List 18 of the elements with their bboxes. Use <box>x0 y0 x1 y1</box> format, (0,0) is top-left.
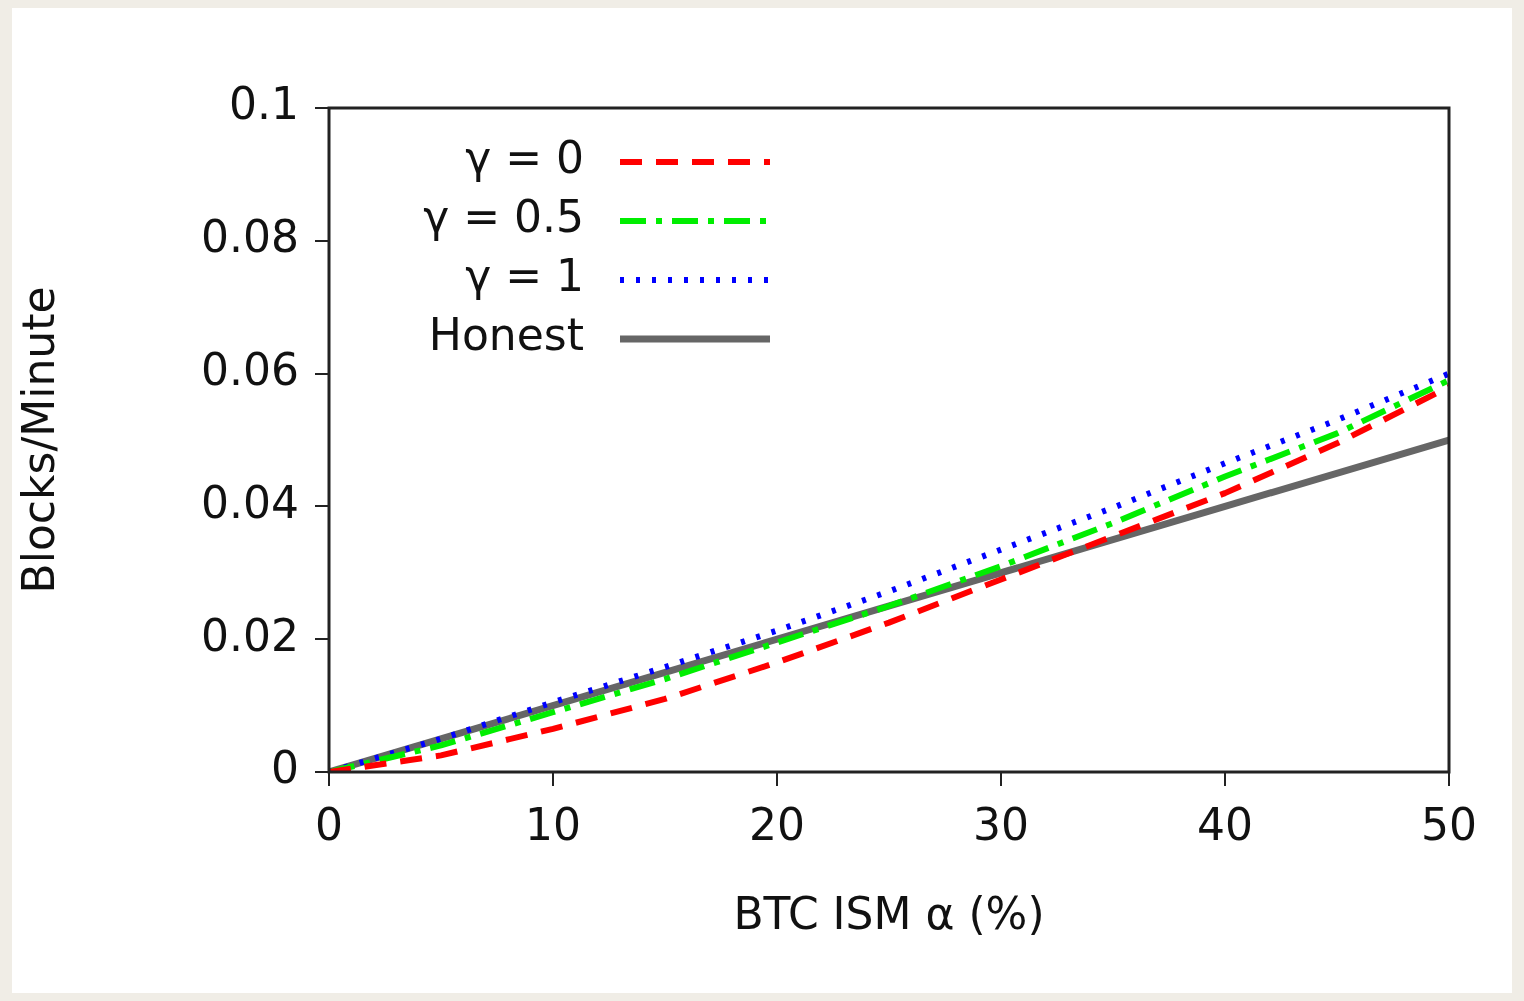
legend-label: Honest <box>428 309 584 361</box>
y-tick-label: 0 <box>271 742 299 794</box>
y-tick-label: 0.08 <box>201 211 299 263</box>
y-tick-label: 0.06 <box>201 344 299 396</box>
y-tick-label: 0.04 <box>201 476 299 528</box>
x-tick-label: 10 <box>525 798 581 850</box>
x-tick-label: 50 <box>1421 798 1477 850</box>
y-tick-label: 0.02 <box>201 609 299 661</box>
x-tick-label: 20 <box>749 798 805 850</box>
y-tick-label: 0.1 <box>229 78 299 130</box>
legend-label: γ = 0 <box>465 132 584 184</box>
x-tick-label: 40 <box>1197 798 1253 850</box>
y-axis-title: Blocks/Minute <box>12 286 64 594</box>
legend-label: γ = 1 <box>465 250 584 302</box>
x-tick-label: 0 <box>315 798 343 850</box>
x-tick-label: 30 <box>973 798 1029 850</box>
legend-label: γ = 0.5 <box>423 191 584 243</box>
x-axis-title: BTC ISM α (%) <box>733 888 1045 940</box>
